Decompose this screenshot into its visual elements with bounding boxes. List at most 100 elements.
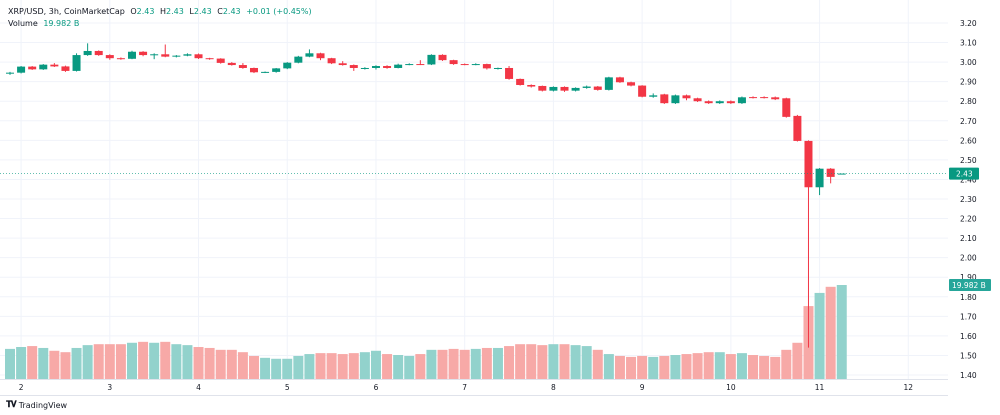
candle-body — [560, 86, 569, 91]
volume-value: 19.982 B — [43, 19, 80, 28]
candle-body — [549, 86, 558, 91]
time-tick-label: 8 — [551, 383, 556, 392]
volume-bar — [115, 344, 126, 379]
candle-body — [17, 66, 26, 73]
candle-body — [116, 58, 125, 60]
volume-bar — [759, 355, 770, 379]
price-tick-label: 2.60 — [960, 136, 977, 145]
candle-body — [205, 58, 214, 60]
candle-body — [671, 95, 680, 104]
candle-body — [316, 53, 325, 59]
volume-bar — [304, 354, 315, 379]
volume-bar — [226, 349, 237, 379]
volume-row: Volume 19.982 B — [8, 18, 315, 30]
volume-bar — [248, 355, 259, 379]
high-label: H — [160, 7, 167, 16]
candles — [6, 43, 846, 348]
close-value: C2.43 — [217, 7, 240, 16]
volume-bar — [659, 355, 670, 379]
price-tick-label: 1.90 — [960, 273, 977, 282]
candle-body — [360, 67, 369, 69]
volume-bar — [237, 352, 248, 379]
price-tick-label: 2.40 — [960, 175, 977, 184]
time-tick-label: 12 — [904, 383, 914, 392]
volume-bar — [38, 347, 49, 379]
low-label: L — [189, 7, 194, 16]
last-price-label: 2.43 — [956, 170, 973, 179]
volume-bars — [5, 285, 847, 379]
volume-bar — [504, 346, 515, 379]
candle-body — [105, 55, 114, 59]
volume-bar — [748, 355, 759, 379]
low-value: L2.43 — [189, 7, 211, 16]
volume-bar — [359, 352, 370, 379]
volume-bar — [814, 292, 825, 379]
volume-bar — [448, 348, 459, 379]
volume-bar — [348, 353, 359, 379]
candle-body — [760, 97, 769, 99]
candle-body — [704, 101, 713, 104]
candle-body — [749, 97, 758, 99]
candle-body — [349, 65, 358, 68]
candle-body — [638, 85, 647, 97]
price-tick-label: 2.70 — [960, 117, 977, 126]
candle-body — [660, 94, 669, 104]
candle-body — [782, 98, 791, 117]
last-volume-badge — [949, 279, 991, 291]
volume-bar — [193, 347, 204, 379]
volume-bar — [93, 344, 104, 379]
tradingview-brand[interactable]: 𝐓𝐕 TradingView — [6, 400, 67, 410]
symbol-title[interactable]: XRP/USD, 3h, CoinMarketCap — [8, 7, 125, 16]
volume-bar — [126, 342, 137, 379]
time-tick-label: 9 — [640, 383, 645, 392]
price-axis[interactable]: 3.20 3.10 3.00 2.90 2.80 2.70 2.60 2.50 2.40 2.30… — [960, 19, 977, 380]
price-tick-label: 3.10 — [960, 39, 977, 48]
candle-body — [283, 62, 292, 69]
volume-bar — [648, 356, 659, 379]
candle-body — [649, 95, 658, 97]
candle-body — [83, 50, 92, 56]
candle-body — [604, 77, 613, 90]
candle-body — [161, 54, 170, 57]
volume-label[interactable]: Volume — [8, 19, 38, 28]
volume-bar — [515, 344, 526, 379]
high-number: 2.43 — [166, 7, 184, 16]
candle-body — [460, 64, 469, 66]
price-tick-label: 3.20 — [960, 19, 977, 28]
candle-body — [327, 58, 336, 64]
price-tick-label: 2.10 — [960, 234, 977, 243]
candle-body — [615, 77, 624, 83]
candle-body — [438, 54, 447, 61]
candle-body — [815, 168, 824, 188]
time-axis[interactable]: 2 3 4 5 6 7 8 9 10 11 12 — [0, 379, 948, 396]
volume-bar — [492, 347, 503, 379]
change-value: +0.01 (+0.45%) — [246, 7, 312, 16]
low-number: 2.43 — [193, 7, 212, 16]
candle-body — [249, 67, 258, 73]
high-value: H2.43 — [160, 7, 184, 16]
time-tick-label: 3 — [107, 383, 112, 392]
volume-bar — [415, 354, 426, 379]
candle-body — [227, 62, 236, 66]
volume-bar — [293, 355, 304, 379]
candle-body — [261, 71, 270, 73]
candle-body — [715, 101, 724, 104]
volume-bar — [548, 344, 559, 379]
volume-bar — [138, 341, 149, 379]
volume-bar — [714, 352, 725, 379]
volume-bar — [592, 349, 603, 379]
candle-body — [338, 63, 347, 66]
volume-bar — [326, 353, 337, 379]
candle-body — [94, 50, 103, 56]
volume-bar — [626, 356, 637, 379]
volume-bar — [559, 344, 570, 379]
time-tick-label: 7 — [462, 383, 467, 392]
candle-body — [837, 173, 846, 175]
candle-body — [127, 51, 136, 59]
volume-bar — [104, 344, 115, 379]
candle-body — [371, 66, 380, 68]
time-tick-label: 2 — [19, 383, 24, 392]
price-tick-label: 2.90 — [960, 78, 977, 87]
candle-body — [538, 85, 547, 91]
